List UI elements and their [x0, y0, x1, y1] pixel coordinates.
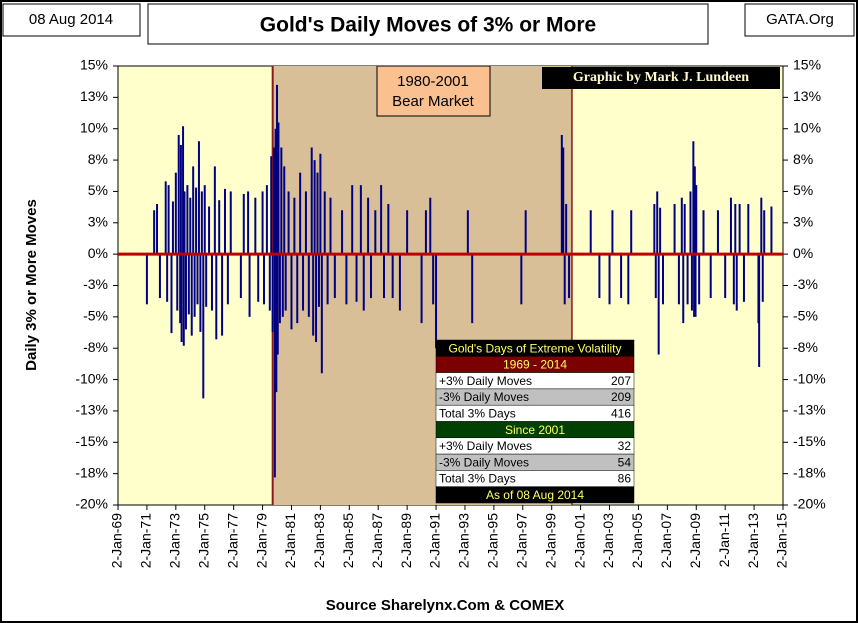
table-row-value: 54: [618, 455, 632, 469]
y2-tick-label: 0%: [793, 245, 813, 261]
y-axis-label: Daily 3% or More Moves: [23, 199, 40, 371]
y-tick-label: 8%: [88, 151, 108, 167]
table-row-label: -3% Daily Moves: [439, 455, 529, 469]
x-tick-label: 2-Jan-97: [513, 513, 529, 568]
date-box: [2, 3, 141, 37]
x-tick-label: 2-Jan-71: [138, 513, 154, 568]
y2-tick-label: 10%: [793, 119, 821, 135]
y-tick-label: -18%: [75, 464, 108, 480]
x-tick-label: 2-Jan-81: [282, 513, 298, 568]
x-tick-label: 2-Jan-05: [629, 513, 645, 568]
table-row-label: -3% Daily Moves: [439, 390, 529, 404]
x-tick-label: 2-Jan-69: [109, 513, 125, 568]
x-tick-label: 2-Jan-93: [456, 513, 472, 568]
x-tick-label: 2-Jan-87: [369, 513, 385, 568]
x-tick-label: 2-Jan-89: [398, 513, 414, 568]
table-band: [435, 486, 635, 504]
shade-label: Bear Market: [392, 93, 475, 110]
x-tick-label: 2-Jan-15: [774, 513, 790, 568]
y-tick-label: 10%: [80, 119, 108, 135]
x-tick-label: 2-Jan-83: [311, 513, 327, 568]
y2-tick-label: -10%: [793, 370, 826, 386]
table-row-label: +3% Daily Moves: [439, 374, 532, 388]
y2-tick-label: -15%: [793, 433, 826, 449]
table-heading: As of 08 Aug 2014: [486, 488, 584, 502]
y-tick-label: -3%: [83, 276, 108, 292]
x-axis-label: Source Sharelynx.Com & COMEX: [326, 597, 564, 614]
y2-tick-label: -8%: [793, 339, 818, 355]
table-row-value: 86: [618, 472, 632, 486]
table-heading: 1969 - 2014: [503, 358, 567, 372]
x-tick-label: 2-Jan-75: [195, 513, 211, 568]
y-tick-label: 3%: [88, 213, 108, 229]
table-row-label: Total 3% Days: [439, 472, 516, 486]
x-tick-label: 2-Jan-09: [687, 513, 703, 568]
shade-label-box: [376, 65, 491, 117]
y-tick-label: 13%: [80, 88, 108, 104]
x-tick-label: 2-Jan-01: [571, 513, 587, 568]
table-row-label: +3% Daily Moves: [439, 439, 532, 453]
y2-tick-label: -20%: [793, 496, 826, 512]
y-tick-label: -10%: [75, 370, 108, 386]
x-tick-label: 2-Jan-91: [427, 513, 443, 568]
x-tick-label: 2-Jan-99: [542, 513, 558, 568]
x-tick-label: 2-Jan-77: [224, 513, 240, 568]
y-tick-label: -20%: [75, 496, 108, 512]
y-tick-label: 0%: [88, 245, 108, 261]
credit: Graphic by Mark J. Lundeen: [573, 70, 749, 85]
y2-tick-label: 13%: [793, 88, 821, 104]
y2-tick-label: -5%: [793, 308, 818, 324]
x-tick-label: 2-Jan-11: [716, 513, 732, 567]
table-heading: Since 2001: [505, 423, 565, 437]
y2-tick-label: -18%: [793, 464, 826, 480]
title-box: [147, 3, 709, 45]
x-tick-label: 2-Jan-85: [340, 513, 356, 568]
y2-tick-label: -13%: [793, 402, 826, 418]
credit-box: [542, 67, 780, 89]
y-tick-label: 15%: [80, 57, 108, 73]
site-box: [744, 3, 855, 37]
x-tick-label: 2-Jan-73: [167, 513, 183, 568]
y2-tick-label: -3%: [793, 276, 818, 292]
shade-label: 1980-2001: [397, 73, 469, 90]
y-tick-label: -15%: [75, 433, 108, 449]
y-tick-label: -8%: [83, 339, 108, 355]
table-row-value: 32: [618, 439, 632, 453]
x-tick-label: 2-Jan-13: [745, 513, 761, 568]
table-heading: Gold's Days of Extreme Volatility: [448, 341, 621, 355]
x-tick-label: 2-Jan-03: [600, 513, 616, 568]
x-tick-label: 2-Jan-07: [658, 513, 674, 568]
y-tick-label: 5%: [88, 182, 108, 198]
y-tick-label: -13%: [75, 402, 108, 418]
site-label: GATA.Org: [766, 11, 834, 28]
y2-tick-label: 3%: [793, 213, 813, 229]
y2-tick-label: 5%: [793, 182, 813, 198]
chart-title: Gold's Daily Moves of 3% or More: [260, 14, 596, 37]
table-row-value: 416: [611, 407, 631, 421]
table-row-label: Total 3% Days: [439, 407, 516, 421]
date-label: 08 Aug 2014: [29, 11, 113, 28]
x-tick-label: 2-Jan-79: [253, 513, 269, 568]
x-tick-label: 2-Jan-95: [485, 513, 501, 568]
y-tick-label: -5%: [83, 308, 108, 324]
y2-tick-label: 8%: [793, 151, 813, 167]
table-row-value: 207: [611, 374, 631, 388]
table-row-value: 209: [611, 390, 631, 404]
y2-tick-label: 15%: [793, 57, 821, 73]
